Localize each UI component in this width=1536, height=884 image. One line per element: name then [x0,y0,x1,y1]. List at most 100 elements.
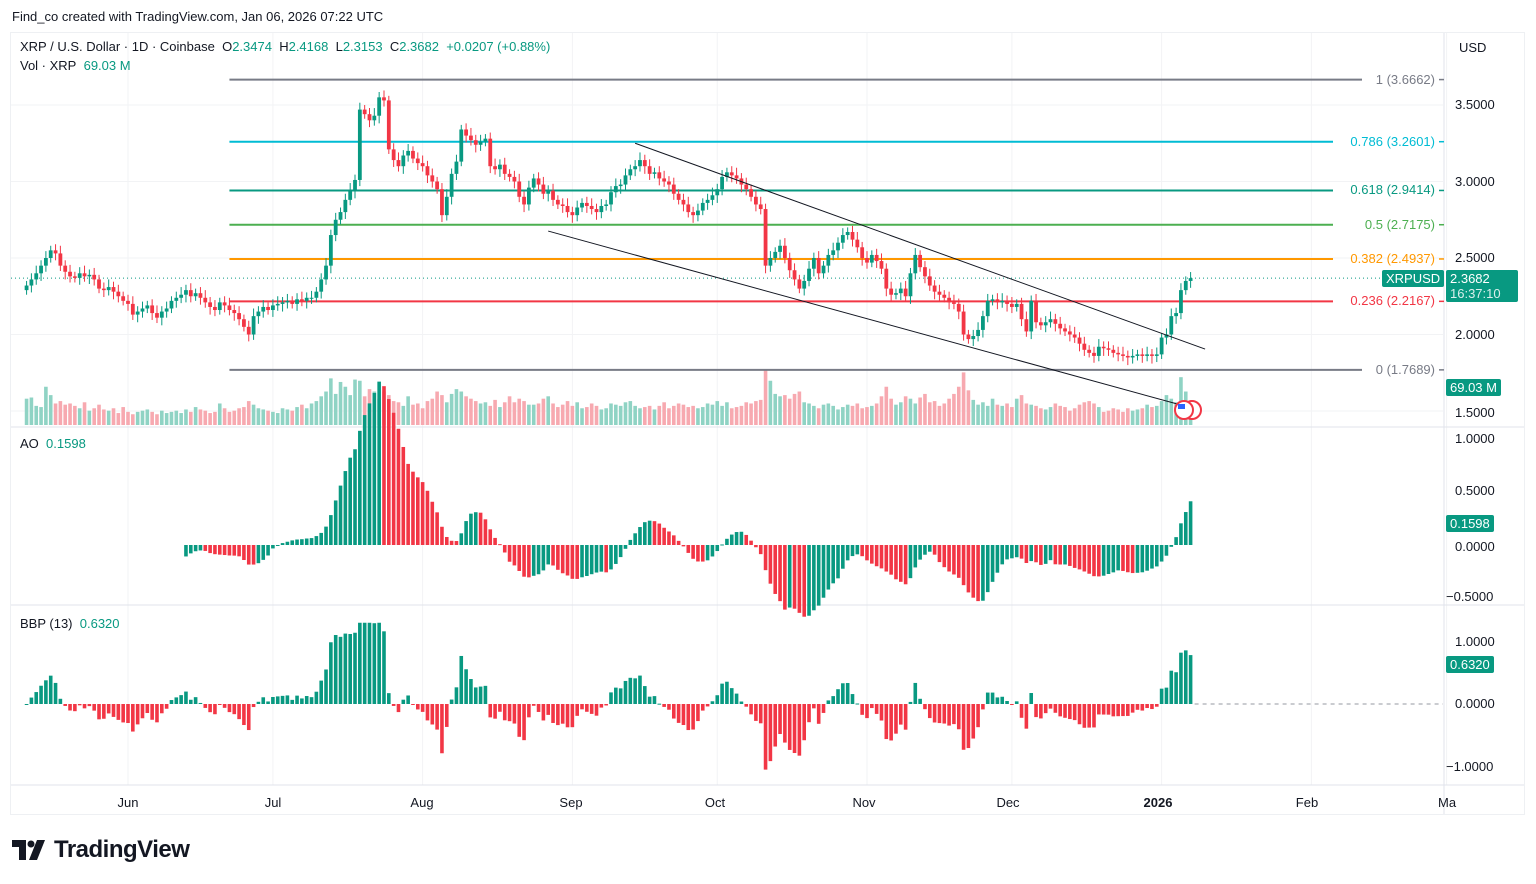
volume-bar [990,398,995,425]
volume-legend[interactable]: Vol · XRP 69.03 M [20,58,131,73]
candle-body [121,296,126,301]
symbol-legend[interactable]: XRP / U.S. Dollar · 1D · Coinbase O2.347… [20,39,550,54]
candle-body [386,100,391,150]
volume-bar [227,411,232,425]
price-tick: 2.5000 [1455,250,1495,265]
volume-bar [609,403,613,425]
candle-body [217,302,222,311]
ao-bar [184,545,188,557]
bbp-bar [396,704,401,713]
candle-body [696,210,700,216]
bbp-bar [198,702,203,704]
bbp-bar [155,704,159,723]
candle-body [290,300,295,304]
volume-bar [816,408,821,425]
candle-body [642,160,647,167]
bbp-bar [493,704,497,719]
volume-bar [353,379,357,425]
candle-body [560,204,565,206]
ao-bar [449,540,454,545]
ao-bar [1024,545,1029,564]
tradingview-logo[interactable]: TradingView [12,836,190,864]
volume-bar [792,393,797,425]
bbp-bar [1077,704,1082,725]
bbp-bar [338,636,343,704]
bbp-bar [444,704,449,727]
ao-bar [454,541,459,545]
ao-bar [1116,545,1120,571]
candle-body [691,212,696,216]
candle-body [304,297,309,301]
symbol-title: XRP / U.S. Dollar · 1D · Coinbase [20,39,215,54]
bbp-bar [507,704,512,722]
bbp-bar [512,704,517,724]
ao-bar [198,545,203,551]
candle-body [39,265,43,274]
ao-bar [773,545,778,594]
volume-bar [135,411,140,425]
volume-bar [1097,407,1101,425]
ao-bar [783,545,787,610]
bbp-bar [203,704,208,708]
volume-bar [58,401,63,425]
volume-bar [783,395,787,425]
candle-body [952,302,956,304]
volume-bar [860,408,864,425]
bbp-bar [488,704,493,718]
bbp-bar [222,704,227,708]
volume-bar [585,407,589,425]
ao-bar [338,485,343,545]
volume-bar [160,410,164,425]
currency-button[interactable]: USD [1459,40,1487,55]
ao-bar [599,545,604,572]
ao-bar [995,545,1000,573]
ao-bar [1130,545,1135,574]
bbp-bar [290,699,295,704]
candle-body [1145,354,1150,356]
time-tick: Aug [410,795,434,810]
bbp-bar [927,704,932,719]
bbp-tick: 1.0000 [1455,634,1495,649]
volume-bar [87,410,92,425]
ao-bar [604,545,608,573]
ao-tick: 0.5000 [1455,483,1495,498]
candle-body [459,129,464,162]
volume-tag: 69.03 M [1446,379,1501,396]
candle-body [266,306,270,311]
candle-body [353,179,357,191]
bbp-bar [1106,704,1111,715]
bbp-bar [628,677,633,704]
fib-level-label: 0.786 (3.2601) [1350,133,1435,149]
bbp-bar [865,704,869,719]
ao-bar [319,532,323,545]
bbp-bar [531,704,536,706]
bbp-bar [918,698,922,704]
volume-bar [947,398,951,425]
ao-bar [802,545,806,617]
ao-bar [1154,545,1159,567]
ao-bar [406,463,410,545]
candle-body [710,195,715,200]
candle-body [671,184,676,194]
bbp-bar [638,675,642,704]
bbp-legend[interactable]: BBP (13) 0.6320 [20,616,120,631]
bbp-bar [285,695,290,704]
ao-bar [985,545,990,593]
volume-bar [527,404,531,425]
candle-body [652,172,657,174]
volume-bar [77,408,82,425]
volume-bar [1135,409,1140,425]
bbp-bar [850,694,855,704]
fib-level-label: 0.5 (2.7175) [1364,216,1435,232]
ao-bar [729,534,734,545]
bbp-bar [749,704,753,715]
bbp-bar [1043,704,1048,714]
us-flag-icon [1178,404,1185,409]
bbp-bar [580,704,584,710]
ao-legend[interactable]: AO 0.1598 [20,436,86,451]
candle-body [807,268,811,281]
volume-bar [826,403,831,425]
candle-body [48,250,53,258]
volume-bar [111,408,116,425]
